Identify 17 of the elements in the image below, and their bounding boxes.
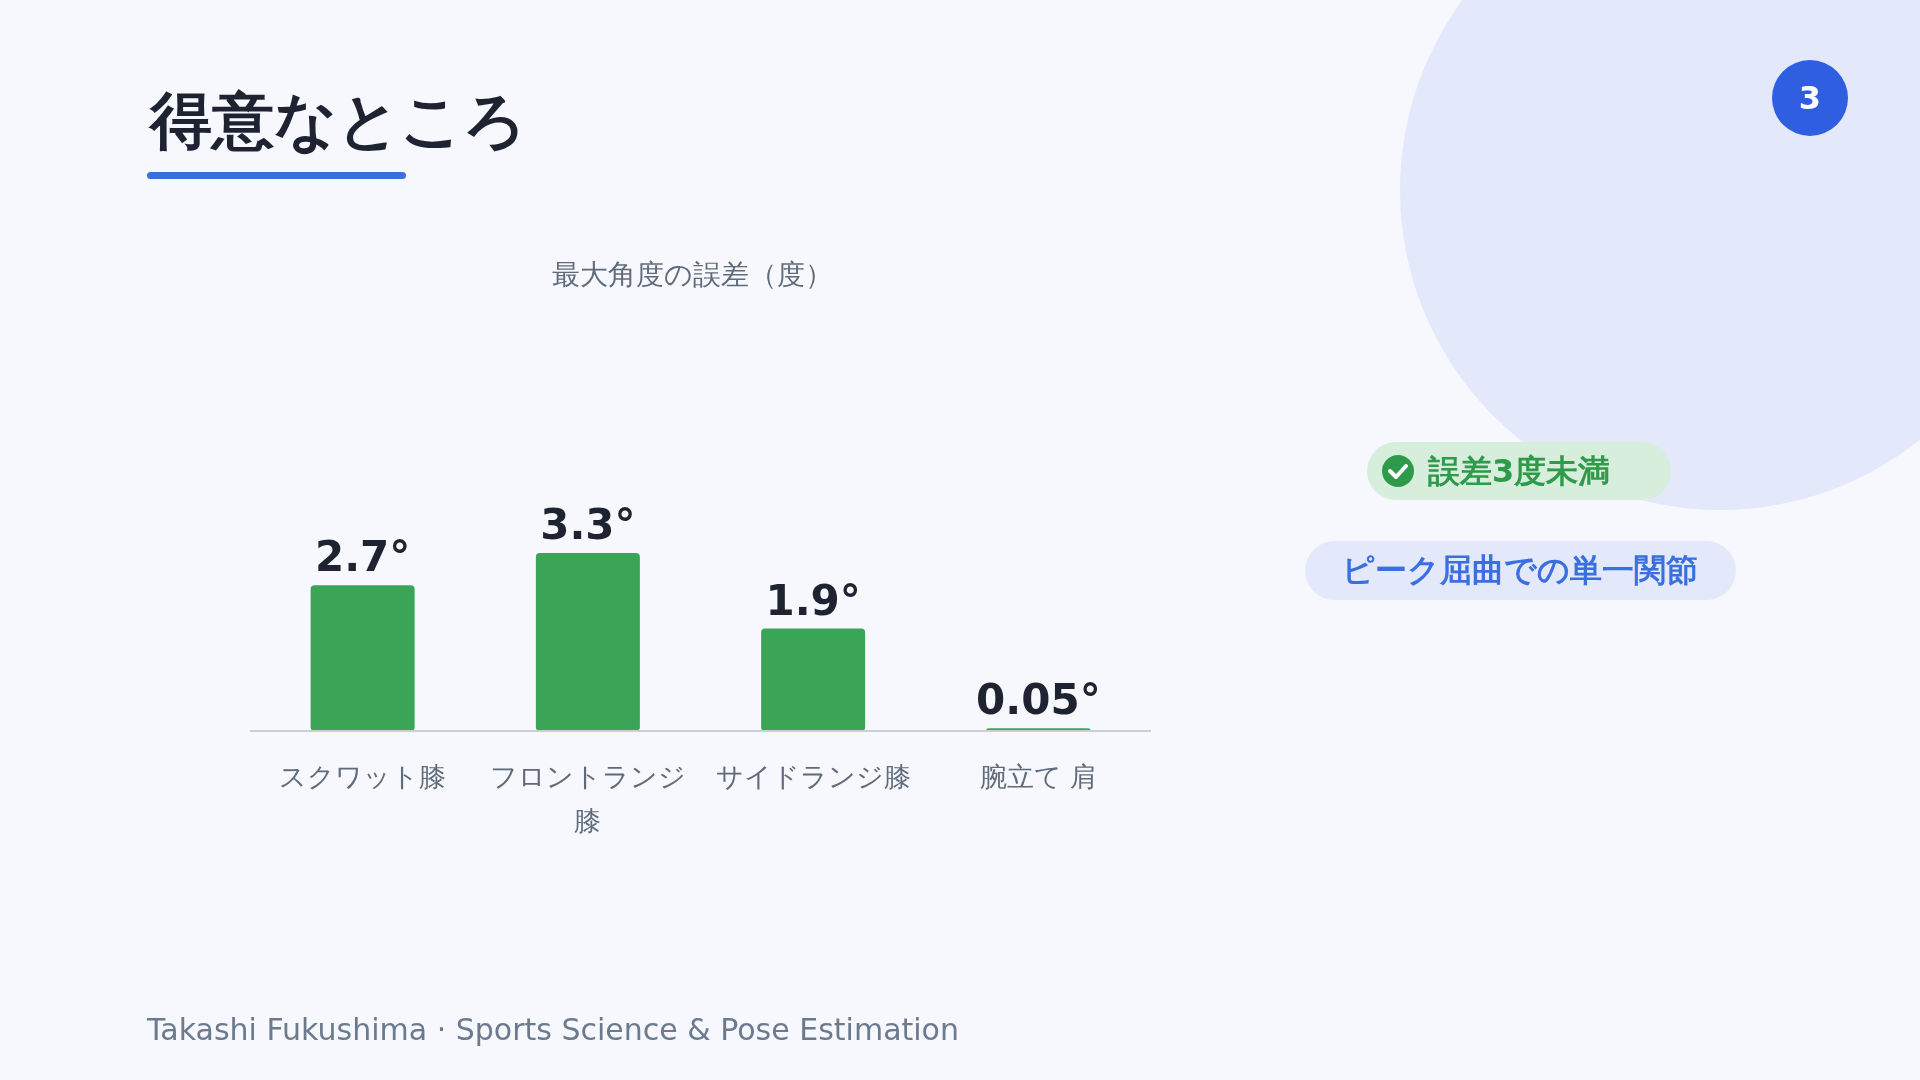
text: 誤差3度未満 xyxy=(1427,452,1611,490)
x-tick-label: フロントランジ膝 xyxy=(489,761,686,836)
data-label: 3.3° xyxy=(540,500,636,549)
x-tick-label: スクワット膝 xyxy=(279,761,447,792)
chart-subtitle: 最大角度の誤差（度） xyxy=(551,258,833,291)
x-tick-label: 腕立て 肩 xyxy=(979,761,1098,792)
bar xyxy=(310,585,415,731)
bar xyxy=(535,553,640,731)
x-tick-label: サイドランジ膝 xyxy=(715,761,911,792)
bar xyxy=(761,628,866,731)
text: 3 xyxy=(1798,79,1822,117)
data-label: 1.9° xyxy=(765,575,861,625)
text: Takashi Fukushima · Sports Science & Pose Estimation xyxy=(146,1012,959,1047)
data-label: 0.05° xyxy=(976,675,1101,725)
chart-title: 得意なところ xyxy=(148,84,526,157)
text: ピーク屈曲での単一関節 xyxy=(1342,551,1698,589)
data-label: 2.7° xyxy=(314,532,411,582)
